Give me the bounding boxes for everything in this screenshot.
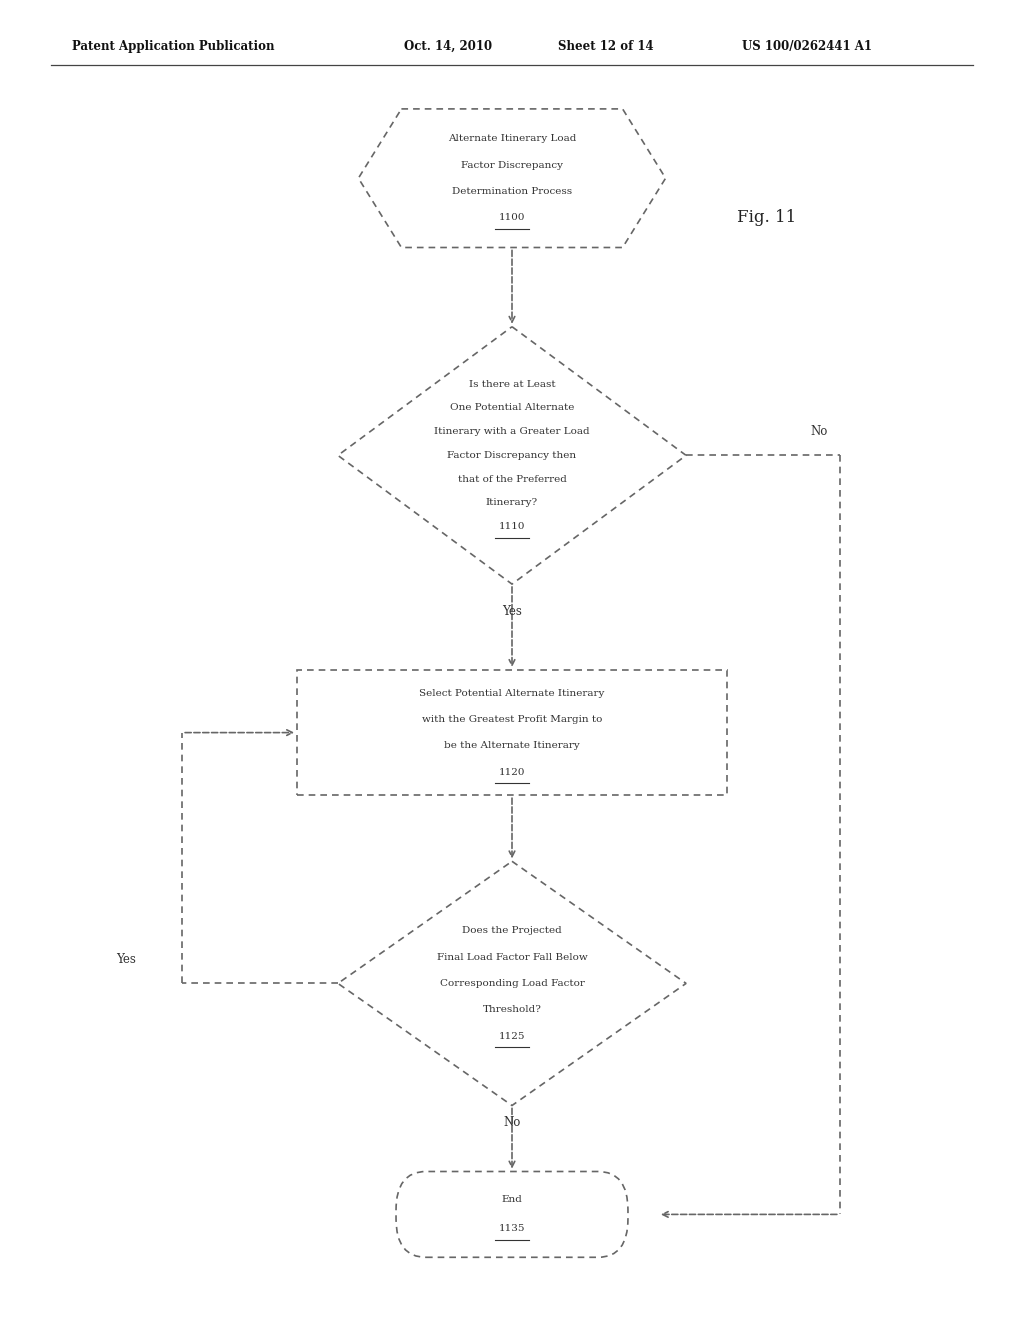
Text: with the Greatest Profit Margin to: with the Greatest Profit Margin to bbox=[422, 715, 602, 723]
Text: Factor Discrepancy then: Factor Discrepancy then bbox=[447, 451, 577, 459]
Text: be the Alternate Itinerary: be the Alternate Itinerary bbox=[444, 742, 580, 750]
Text: US 100/0262441 A1: US 100/0262441 A1 bbox=[742, 40, 872, 53]
Text: Does the Projected: Does the Projected bbox=[462, 927, 562, 935]
Text: 1135: 1135 bbox=[499, 1225, 525, 1233]
Text: Sheet 12 of 14: Sheet 12 of 14 bbox=[558, 40, 653, 53]
Text: Select Potential Alternate Itinerary: Select Potential Alternate Itinerary bbox=[419, 689, 605, 697]
Text: Yes: Yes bbox=[502, 605, 522, 618]
Text: Threshold?: Threshold? bbox=[482, 1006, 542, 1014]
Text: Yes: Yes bbox=[116, 953, 136, 966]
Text: 1125: 1125 bbox=[499, 1032, 525, 1040]
Text: 1120: 1120 bbox=[499, 768, 525, 776]
Text: 1110: 1110 bbox=[499, 523, 525, 531]
Text: Alternate Itinerary Load: Alternate Itinerary Load bbox=[447, 135, 577, 143]
Text: 1100: 1100 bbox=[499, 214, 525, 222]
Text: Itinerary?: Itinerary? bbox=[486, 499, 538, 507]
Text: that of the Preferred: that of the Preferred bbox=[458, 475, 566, 483]
Text: One Potential Alternate: One Potential Alternate bbox=[450, 404, 574, 412]
Text: Factor Discrepancy: Factor Discrepancy bbox=[461, 161, 563, 169]
Text: Oct. 14, 2010: Oct. 14, 2010 bbox=[404, 40, 493, 53]
Text: Final Load Factor Fall Below: Final Load Factor Fall Below bbox=[436, 953, 588, 961]
Text: End: End bbox=[502, 1196, 522, 1204]
Text: Corresponding Load Factor: Corresponding Load Factor bbox=[439, 979, 585, 987]
Text: No: No bbox=[504, 1117, 520, 1129]
Text: Is there at Least: Is there at Least bbox=[469, 380, 555, 388]
Text: Itinerary with a Greater Load: Itinerary with a Greater Load bbox=[434, 428, 590, 436]
Text: Determination Process: Determination Process bbox=[452, 187, 572, 195]
Text: Fig. 11: Fig. 11 bbox=[737, 210, 797, 226]
Text: No: No bbox=[811, 425, 827, 438]
Text: Patent Application Publication: Patent Application Publication bbox=[72, 40, 274, 53]
